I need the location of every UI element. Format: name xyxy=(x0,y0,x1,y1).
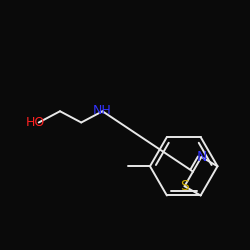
Text: NH: NH xyxy=(93,104,112,117)
Text: S: S xyxy=(180,179,189,193)
Text: HO: HO xyxy=(26,116,44,129)
Text: N: N xyxy=(196,150,206,164)
